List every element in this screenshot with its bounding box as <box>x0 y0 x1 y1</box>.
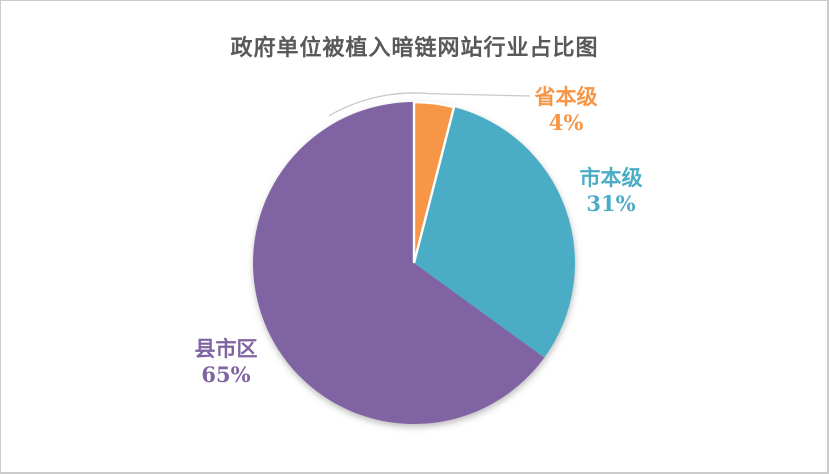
data-label-municipal: 市本级 31% <box>556 165 666 217</box>
pie-slice-municipal <box>414 107 575 358</box>
data-label-value: 4% <box>548 110 584 135</box>
data-label-provincial: 省本级 4% <box>511 84 621 136</box>
pie-slice-provincial <box>412 100 456 264</box>
chart-title: 政府单位被植入暗链网站行业占比图 <box>230 35 599 61</box>
data-label-category: 县市区 <box>194 336 258 361</box>
data-label-value: 31% <box>586 191 636 216</box>
data-label-category: 市本级 <box>579 165 643 190</box>
data-label-value: 65% <box>201 362 251 387</box>
pie-slices <box>253 100 575 424</box>
data-label-county: 县市区 65% <box>171 336 281 388</box>
data-label-category: 省本级 <box>534 84 598 109</box>
pie-slice-county <box>253 102 545 424</box>
leader-line <box>328 92 531 117</box>
